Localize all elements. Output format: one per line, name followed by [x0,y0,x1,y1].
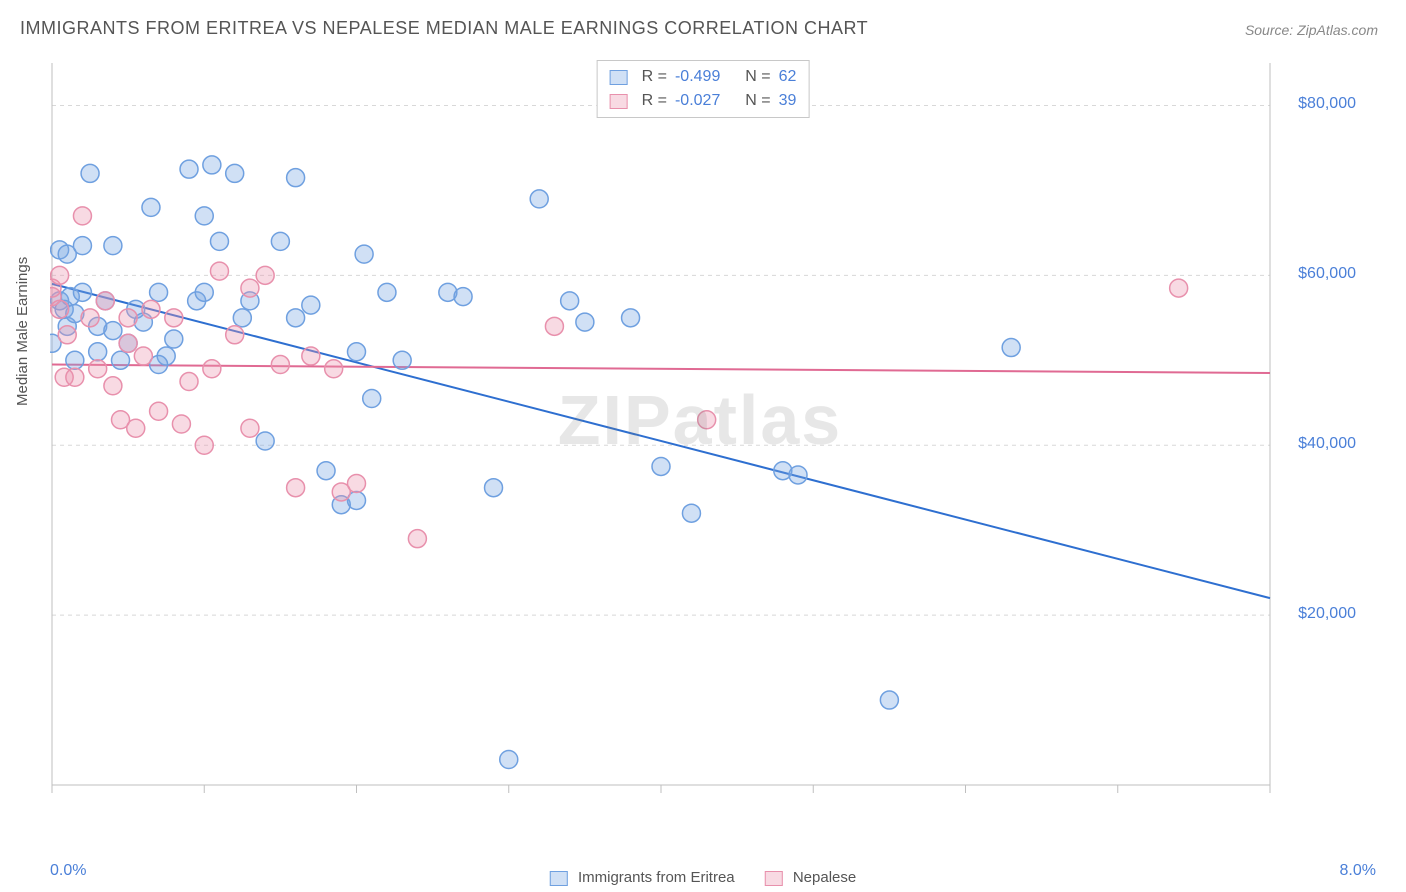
scatter-plot: ZIPatlas [50,55,1350,815]
legend-item-2: Nepalese [765,869,857,886]
x-max-label: 8.0% [1340,862,1376,880]
y-tick-label: $40,000 [1276,435,1356,453]
r-label: R = [642,65,667,89]
swatch-series-2 [610,94,628,109]
source-attribution: Source: ZipAtlas.com [1245,22,1378,38]
y-axis-label: Median Male Earnings [14,257,31,406]
chart-title: IMMIGRANTS FROM ERITREA VS NEPALESE MEDI… [20,18,868,39]
r-value-1: -0.499 [675,65,720,89]
x-min-label: 0.0% [50,862,86,880]
stats-row-2: R = -0.027 N = 39 [610,89,797,113]
r-label: R = [642,89,667,113]
swatch-series-1 [550,871,568,886]
n-value-2: 39 [779,89,797,113]
legend-item-1: Immigrants from Eritrea [550,869,735,886]
n-label: N = [745,65,770,89]
swatch-series-2 [765,871,783,886]
y-tick-label: $80,000 [1276,95,1356,113]
n-label: N = [745,89,770,113]
y-tick-label: $20,000 [1276,605,1356,623]
series-1-name: Immigrants from Eritrea [578,869,735,886]
n-value-1: 62 [779,65,797,89]
swatch-series-1 [610,70,628,85]
y-tick-label: $60,000 [1276,265,1356,283]
series-2-name: Nepalese [793,869,856,886]
chart-svg [50,55,1350,815]
series-legend: Immigrants from Eritrea Nepalese [550,869,856,886]
stats-legend: R = -0.499 N = 62 R = -0.027 N = 39 [597,60,810,118]
stats-row-1: R = -0.499 N = 62 [610,65,797,89]
r-value-2: -0.027 [675,89,720,113]
